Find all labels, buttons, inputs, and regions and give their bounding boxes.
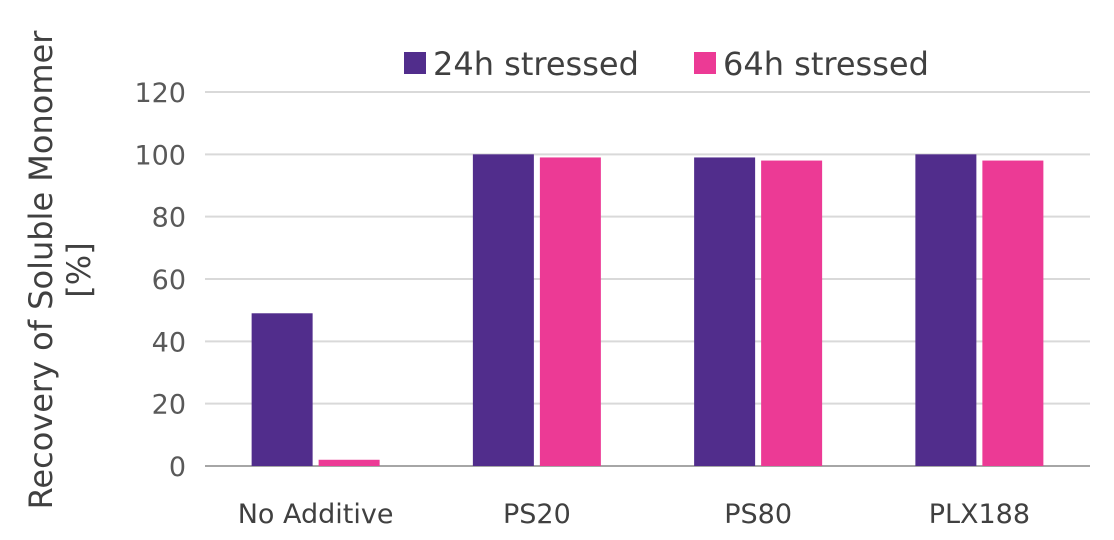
y-tick-label: 40 bbox=[152, 327, 186, 358]
legend-label: 24h stressed bbox=[433, 45, 639, 83]
bar-24h-stressed-ps80 bbox=[694, 157, 756, 466]
bar-24h-stressed-ps20 bbox=[472, 154, 534, 467]
gridlines bbox=[205, 91, 1090, 467]
y-axis-unit-label: [%] bbox=[60, 242, 98, 297]
y-axis-tick-labels: 0 20 40 60 80 100 120 bbox=[134, 78, 186, 483]
legend: 24h stressed 64h stressed bbox=[404, 45, 929, 83]
x-category-label: PLX188 bbox=[929, 499, 1030, 530]
y-axis-label-line: Recovery of Soluble Monomer bbox=[22, 30, 60, 510]
legend-swatch bbox=[694, 52, 716, 74]
bar-64h-stressed-ps80 bbox=[761, 160, 823, 467]
y-tick-label: 80 bbox=[152, 203, 186, 234]
x-category-label: PS20 bbox=[503, 499, 571, 530]
y-axis-label: Recovery of Soluble Monomer[%] bbox=[22, 30, 98, 510]
bar-64h-stressed-plx188 bbox=[982, 160, 1044, 467]
bar-24h-stressed-no-additive bbox=[251, 313, 313, 466]
bar-64h-stressed-no-additive bbox=[318, 459, 380, 466]
legend-label: 64h stressed bbox=[723, 45, 929, 83]
bar-64h-stressed-ps20 bbox=[539, 157, 601, 466]
x-axis-category-labels: No Additive PS20 PS80 PLX188 bbox=[238, 499, 1030, 530]
x-category-label: PS80 bbox=[724, 499, 792, 530]
y-tick-label: 120 bbox=[134, 78, 186, 109]
bars bbox=[251, 154, 1044, 467]
y-tick-label: 0 bbox=[169, 452, 186, 483]
x-category-label: No Additive bbox=[238, 499, 394, 530]
y-tick-label: 20 bbox=[152, 390, 186, 421]
y-tick-label: 60 bbox=[152, 265, 186, 296]
bar-24h-stressed-plx188 bbox=[915, 154, 977, 467]
legend-swatch bbox=[404, 52, 426, 74]
y-tick-label: 100 bbox=[134, 140, 186, 171]
